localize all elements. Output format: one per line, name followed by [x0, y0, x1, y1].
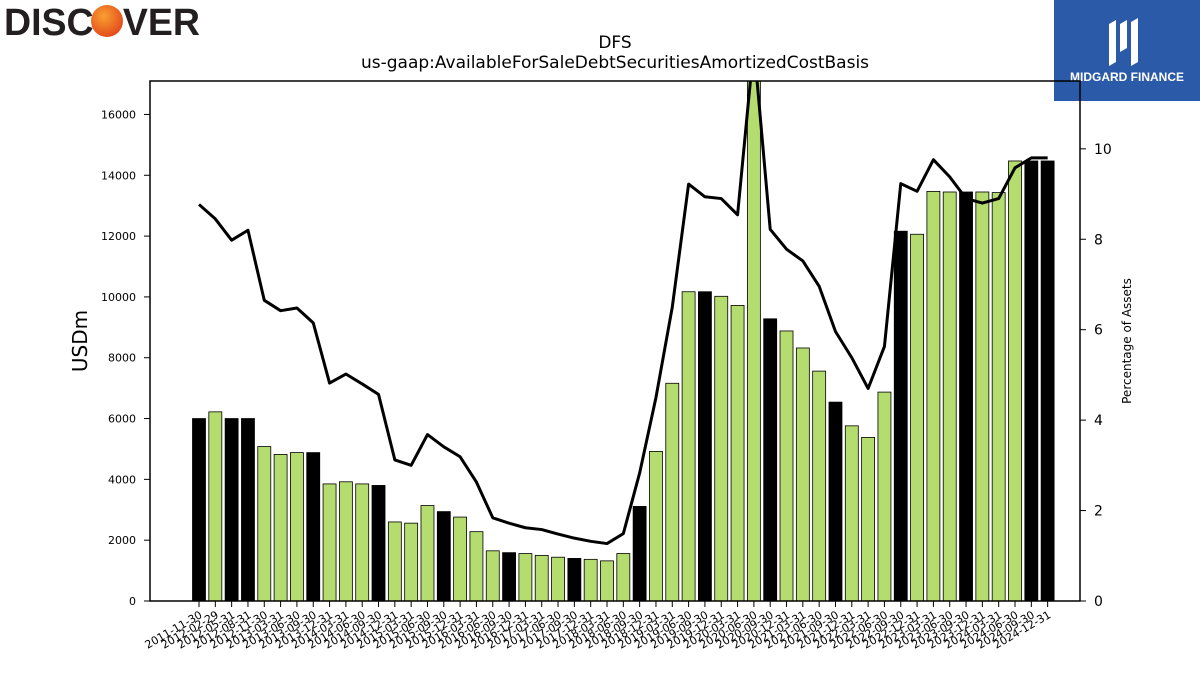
- bar-2023-06-30: [942, 191, 957, 602]
- bar-2014-09-30: [371, 485, 386, 602]
- bar-2018-06-30: [616, 553, 631, 602]
- bar-2024-09-30: [1024, 160, 1039, 602]
- bar-2022-06-30: [877, 391, 892, 602]
- y-tick-label: 0: [129, 595, 136, 608]
- bar-2012-08-31: [241, 418, 255, 602]
- y-tick-label: 4000: [108, 473, 136, 486]
- discover-logo: DISCOVER: [4, 2, 200, 42]
- bar-2019-12-31: [714, 295, 729, 602]
- y-tick-label: 14000: [101, 169, 136, 182]
- bar-2020-09-30: [763, 318, 778, 602]
- x-axis-ticks: 2011-11-302012-02-292012-05-312012-08-31…: [143, 601, 1053, 652]
- bar-2023-03-31: [926, 190, 941, 602]
- y2-tick-label: 2: [1094, 504, 1103, 520]
- y-tick-label: 2000: [108, 534, 136, 547]
- bar-2014-12-31: [387, 521, 402, 602]
- bar-2021-09-30: [828, 401, 843, 602]
- bar-2017-03-31: [534, 554, 549, 602]
- bar-2024-12-31: [1040, 160, 1055, 602]
- bar-2016-12-31: [518, 553, 533, 602]
- y2-tick-label: 0: [1094, 594, 1103, 610]
- bar-2015-03-31: [404, 522, 419, 602]
- bar-2018-12-31: [649, 450, 663, 602]
- y-tick-label: 12000: [101, 230, 136, 243]
- bar-2013-03-31: [273, 454, 288, 602]
- bar-2013-06-30: [290, 452, 304, 602]
- right-axis-ticks: 0 2 4 6 8 10: [1080, 142, 1112, 610]
- bar-2020-03-31: [730, 305, 745, 602]
- chart-title: DFS: [598, 33, 631, 53]
- bar-2013-09-30: [306, 452, 321, 602]
- bar-2016-03-31: [469, 531, 484, 602]
- bar-2017-06-30: [551, 556, 565, 602]
- bar-group: [192, 80, 1055, 602]
- midgard-logo-graphic: MIDGARD FINANCE: [1070, 18, 1184, 84]
- bar-2024-06-30: [1008, 160, 1022, 602]
- midgard-logo-text: MIDGARD FINANCE: [1070, 70, 1184, 84]
- left-axis-ticks: 0 2000 4000 6000 8000 10000 12000 14000 16000: [101, 108, 150, 608]
- chart-subtitle: us-gaap:AvailableForSaleDebtSecuritiesAm…: [361, 53, 869, 73]
- midgard-mark-icon: [1109, 18, 1138, 66]
- y2-tick-label: 10: [1094, 142, 1112, 158]
- y2-tick-label: 4: [1094, 413, 1103, 429]
- bar-2022-03-31: [861, 436, 876, 602]
- bar-2021-12-31: [844, 425, 859, 602]
- plot-frame: [149, 80, 1081, 602]
- bar-2016-06-30: [485, 550, 500, 602]
- bar-2015-06-30: [420, 505, 435, 602]
- y2-axis-label: Percentage of Assets: [1120, 278, 1134, 404]
- bar-2018-09-30: [632, 506, 647, 602]
- bar-2017-09-30: [567, 558, 582, 602]
- bar-2012-02-29: [208, 411, 223, 602]
- bar-2019-03-31: [665, 382, 680, 602]
- bar-2011-11-30: [192, 418, 206, 602]
- y2-tick-label: 8: [1094, 232, 1103, 248]
- bar-2023-09-30: [959, 191, 973, 602]
- y-tick-label: 6000: [108, 413, 136, 426]
- y-axis-label: USDm: [68, 310, 92, 372]
- bar-2015-09-30: [436, 511, 451, 602]
- line-layer: [198, 81, 1048, 546]
- bar-2020-12-31: [779, 330, 794, 602]
- y-tick-label: 10000: [101, 291, 136, 304]
- percentage-line: [198, 81, 1048, 546]
- midgard-finance-logo: MIDGARD FINANCE: [1054, 0, 1200, 101]
- bar-2014-03-31: [338, 481, 353, 602]
- bar-2014-06-30: [355, 483, 370, 602]
- discover-logo-circle: [91, 5, 123, 37]
- y2-tick-label: 6: [1094, 323, 1103, 339]
- bar-2019-09-30: [698, 291, 712, 602]
- y-tick-label: 16000: [101, 108, 136, 121]
- bar-2013-12-31: [322, 483, 337, 602]
- bar-2015-12-31: [453, 516, 468, 602]
- y-tick-label: 8000: [108, 352, 136, 365]
- bar-2021-06-30: [812, 370, 827, 602]
- bar-2012-05-31: [224, 418, 239, 602]
- bar-2018-03-31: [600, 560, 614, 602]
- bar-2017-12-31: [583, 558, 598, 602]
- bar-2020-06-30: [746, 80, 761, 602]
- bar-2012-11-30: [257, 446, 272, 602]
- bar-2024-03-31: [991, 192, 1006, 602]
- bar-2022-09-30: [893, 230, 908, 602]
- bar-2023-12-31: [975, 191, 990, 602]
- bar-2022-12-31: [910, 233, 924, 602]
- bar-2021-03-31: [795, 347, 810, 602]
- bar-2019-06-30: [681, 291, 696, 602]
- bar-2016-09-30: [502, 552, 516, 602]
